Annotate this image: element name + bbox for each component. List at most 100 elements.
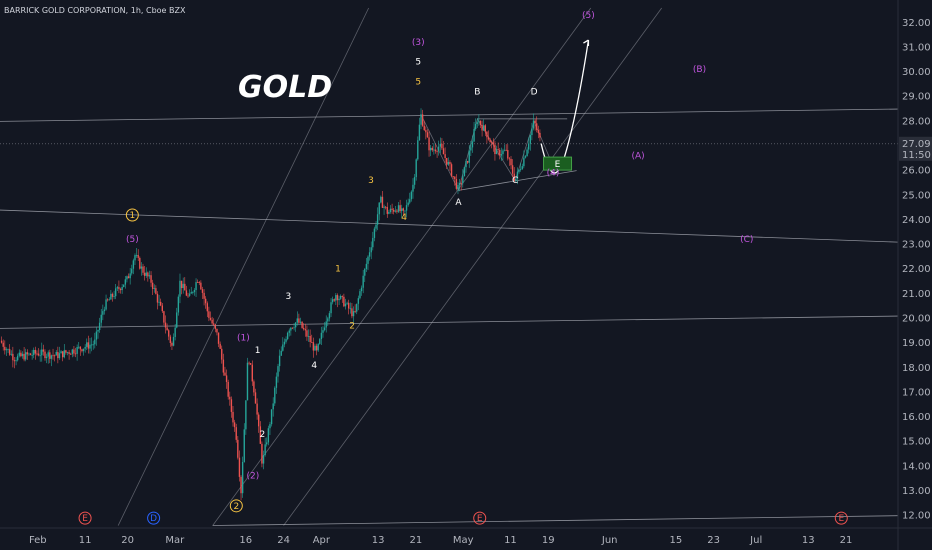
candle-body — [536, 123, 538, 130]
candle-body — [31, 354, 33, 356]
horizontal-support-line — [0, 315, 899, 329]
candle-body — [476, 122, 478, 124]
wave-label: 2 — [349, 321, 355, 331]
candle-body — [417, 140, 419, 160]
candle-body — [519, 168, 522, 170]
candle-body — [484, 125, 486, 132]
candle-body — [211, 319, 213, 324]
time-axis[interactable]: Feb 11 20 Mar 16 24 Apr 13 21 May 11 19 Jun 15 23 Jul 13… — [0, 527, 932, 546]
candle-body — [294, 322, 297, 328]
candle-body — [397, 205, 400, 212]
candle-body — [394, 210, 397, 212]
candle-body — [164, 322, 167, 328]
candle-body — [272, 403, 274, 410]
candle-body — [331, 299, 334, 303]
candle-body — [328, 313, 331, 319]
candle-body — [241, 461, 244, 494]
candle-body — [180, 280, 183, 289]
candle-body — [58, 353, 61, 359]
candle-body — [256, 403, 258, 415]
candle-body — [21, 353, 24, 357]
candle-body — [428, 137, 430, 151]
y-tick-label: 18.00 — [902, 363, 931, 374]
candle-body — [147, 272, 149, 277]
candle-body — [16, 355, 19, 361]
candle-body — [63, 350, 65, 358]
candle-body — [494, 144, 496, 155]
candle-body — [28, 353, 30, 355]
x-tick-label: Apr — [313, 535, 331, 546]
descending-line — [0, 209, 899, 243]
candle-body — [470, 147, 472, 151]
wave-label: 4 — [311, 361, 317, 371]
candle-body — [421, 114, 424, 126]
candle-body — [5, 349, 8, 351]
candle-body — [25, 352, 27, 360]
candle-body — [219, 343, 221, 349]
candle-body — [513, 173, 515, 181]
y-tick-label: 17.00 — [902, 387, 931, 398]
candle-body — [150, 275, 152, 283]
y-tick-label: 29.00 — [902, 92, 931, 103]
y-tick-label: 26.00 — [902, 166, 931, 177]
candle-body — [444, 154, 446, 158]
candle-body — [407, 202, 409, 206]
target-zone-box — [543, 156, 573, 171]
candle-body — [61, 351, 64, 358]
candle-body — [508, 158, 511, 160]
price-axis[interactable]: 32.00 31.00 30.00 29.00 28.00 26.00 25.00 24.00… — [897, 0, 932, 550]
candle-body — [299, 321, 302, 323]
candle-body — [78, 346, 80, 348]
candle-body — [29, 353, 32, 355]
candle-body — [346, 302, 348, 304]
current-price-badge — [899, 136, 932, 161]
candle-body — [365, 263, 368, 269]
candle-body — [182, 283, 184, 289]
candle-body — [335, 295, 337, 301]
candle-body — [439, 143, 442, 147]
candle-body — [320, 332, 323, 340]
candle-body — [172, 336, 175, 346]
candle-body — [425, 130, 427, 133]
candle-body — [405, 205, 408, 211]
candle-body — [473, 129, 475, 142]
circled-wave-marker — [834, 511, 848, 525]
candle-body — [465, 160, 467, 168]
candle-body — [240, 476, 242, 494]
candle-body — [81, 349, 83, 352]
circled-wave-label: E — [477, 514, 483, 524]
candle-body — [446, 157, 448, 165]
candle-body — [524, 156, 527, 158]
current-price-label: 27.09 — [902, 139, 931, 150]
candle-body — [179, 280, 181, 297]
candle-body — [449, 162, 451, 165]
x-tick-label: 20 — [121, 535, 134, 546]
x-tick-label: 15 — [669, 535, 682, 546]
y-tick-label: 31.00 — [902, 42, 931, 53]
candle-body — [100, 314, 102, 323]
candle-body — [57, 352, 59, 359]
candle-body — [89, 344, 91, 349]
candle-body — [92, 344, 94, 346]
candle-body — [111, 293, 114, 297]
candle-body — [155, 288, 157, 294]
wave-label: 5 — [415, 77, 421, 87]
candle-body — [94, 339, 96, 345]
circled-wave-label: E — [838, 514, 844, 524]
candle-body — [304, 329, 307, 331]
candle-body — [486, 131, 488, 138]
candle-body — [68, 352, 70, 354]
candle-body — [503, 149, 506, 151]
candle-body — [13, 360, 16, 362]
wave-label: C — [512, 176, 518, 186]
x-tick-label: 11 — [79, 535, 92, 546]
candle-body — [221, 348, 223, 360]
candle-body — [190, 292, 192, 294]
candle-body — [267, 428, 270, 443]
x-tick-label: 23 — [707, 535, 720, 546]
candle-body — [277, 366, 279, 377]
candle-body — [333, 299, 335, 301]
y-tick-label: 16.00 — [902, 412, 931, 423]
candle-body — [527, 143, 530, 150]
